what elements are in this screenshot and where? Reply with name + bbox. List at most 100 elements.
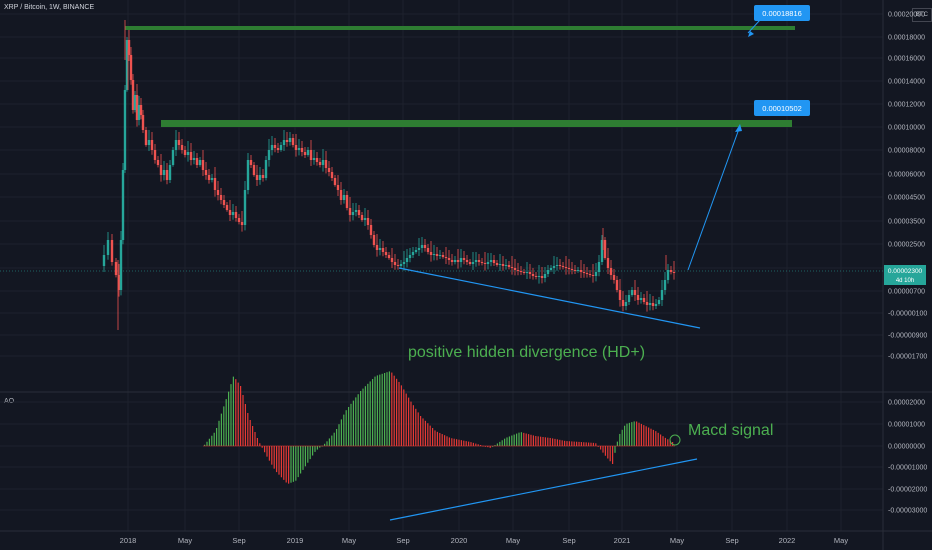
candle-body [561,266,565,267]
candle-body [408,255,412,258]
ao-bar [256,438,258,446]
ao-bar [583,442,585,446]
ao-bar [388,371,390,446]
candle-body [117,275,121,290]
price-tick-label: 0.00004500 [888,195,925,202]
ao-bar [624,425,626,446]
ao-bar [362,388,364,446]
candle-body [597,262,601,272]
candle-body [588,274,592,275]
ao-bar [564,440,566,446]
ao-bar [650,428,652,446]
price-tick-label: 0.00002500 [888,242,925,249]
candle-body [582,272,586,273]
candle-body [276,148,280,150]
ao-bar [350,403,352,446]
candle-body [501,264,505,266]
ao-bar [554,438,556,446]
ao-bar [355,397,357,446]
ao-trendline[interactable] [389,458,698,521]
projection-arrowhead-upper [748,31,754,37]
ao-bar [465,441,467,446]
candle-body [123,90,127,170]
candle-body [393,262,397,265]
candle-body [465,260,469,262]
candle-body [519,271,523,272]
ao-bar [244,404,246,446]
ao-bar [338,424,340,446]
candle-body [141,115,145,130]
ao-bar [278,446,280,475]
candle-body [663,280,667,290]
ao-bar [489,446,491,448]
price-axis[interactable]: 0.00020000 0.00018000 0.00016000 0.00014000… [888,12,927,361]
ao-bar [213,432,215,446]
candle-body [396,265,400,266]
ao-axis[interactable]: 0.00002000 0.00001000 0.00000000 -0.0000100… [888,400,927,515]
candle-body [414,250,418,252]
ao-bar [652,429,654,446]
macd-annotation: Macd signal [688,422,773,439]
price-trendline[interactable] [398,267,701,329]
ao-bar [403,389,405,446]
projection-arrow-lower[interactable] [687,125,741,271]
level-label-lower[interactable]: 0.00010502 [754,100,810,116]
ao-bar [343,414,345,446]
ao-bar [420,416,422,446]
ao-bar [484,446,486,447]
level-label-upper[interactable]: 0.00018816 [754,5,810,21]
ao-bar [206,441,208,446]
ao-bar [571,441,573,446]
candle-body [636,295,640,300]
ao-bar [607,446,609,459]
ao-bar [384,373,386,446]
ao-bar [561,440,563,446]
ao-bar [626,423,628,446]
candle-body [231,212,235,215]
projection-arrow-upper[interactable] [747,19,761,34]
resistance-zone-upper[interactable] [125,26,795,30]
candle-body [249,160,253,165]
candle-body [234,212,238,218]
ao-bar [254,432,256,446]
ao-bar [326,441,328,446]
candle-body [222,200,226,205]
ao-bar [636,421,638,446]
ao-bar [499,441,501,446]
price-tick-label: 0.00000700 [888,289,925,296]
ao-bar [405,393,407,446]
candle-body [285,140,289,142]
ao-bar [309,446,311,460]
candle-body [264,160,268,178]
ao-bar [578,441,580,446]
ao-bar [295,446,297,481]
price-tick-label: 0.00003500 [888,219,925,226]
candle-body [171,150,175,165]
ao-bar [537,436,539,446]
time-tick-label: May [834,536,848,545]
ao-bar [360,391,362,446]
time-tick-label: May [342,536,356,545]
candle-body [279,145,283,150]
candle-body [159,165,163,175]
candle-body [327,168,331,172]
ao-bar [523,432,525,446]
resistance-zone-lower[interactable] [161,120,792,127]
ao-bar [616,441,618,446]
candle-body [321,160,325,165]
ao-bar [614,446,616,453]
candle-body [426,248,430,252]
ao-bar [444,435,446,446]
candle-body [129,55,133,80]
ao-bar [621,429,623,446]
ao-bar [532,435,534,446]
ao-bar [436,431,438,446]
candle-body [429,252,433,255]
time-axis[interactable]: 2018 May Sep 2019 May Sep 2020 May Sep 2021 May Sep… [120,536,849,545]
ao-bar [540,436,542,446]
candle-body [174,140,178,150]
candle-body [639,298,643,300]
candle-body [372,235,376,245]
ao-tick-label: -0.00002000 [888,487,927,494]
